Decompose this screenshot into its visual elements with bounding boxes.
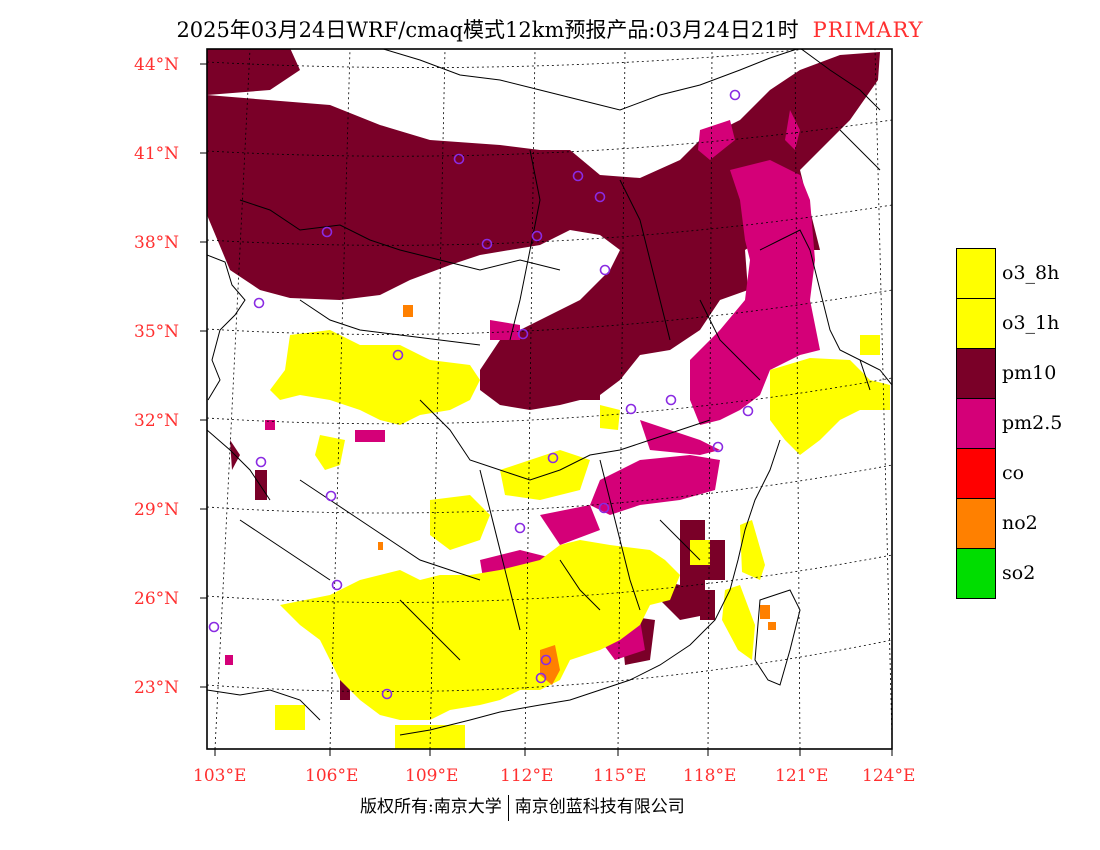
station-marker xyxy=(514,522,526,534)
lat-label: 44°N xyxy=(134,55,180,75)
station-marker xyxy=(392,349,404,361)
station-marker xyxy=(531,230,543,242)
legend-swatch xyxy=(956,498,996,549)
legend-swatch xyxy=(956,348,996,399)
station-marker xyxy=(208,621,220,633)
station-marker xyxy=(572,170,584,182)
station-marker xyxy=(665,394,677,406)
lon-label: 118°E xyxy=(683,766,737,786)
legend-label: pm10 xyxy=(1002,362,1057,384)
lat-label: 23°N xyxy=(134,678,180,698)
station-marker xyxy=(325,490,337,502)
station-marker xyxy=(253,297,265,309)
station-marker xyxy=(540,654,552,666)
graticule xyxy=(207,49,892,749)
map-canvas xyxy=(207,49,892,749)
station-marker xyxy=(598,502,610,514)
station-marker xyxy=(321,226,333,238)
lat-label: 41°N xyxy=(134,144,180,164)
legend-swatch xyxy=(956,298,996,349)
station-marker xyxy=(712,441,724,453)
copyright-footer: 版权所有:南京大学 南京创蓝科技有限公司 xyxy=(360,792,685,821)
lon-label: 109°E xyxy=(405,766,459,786)
station-marker xyxy=(594,191,606,203)
station-marker xyxy=(547,452,559,464)
o3-regions xyxy=(270,330,890,749)
boundaries xyxy=(207,49,892,736)
lon-label: 103°E xyxy=(193,766,247,786)
legend-label: o3_8h xyxy=(1002,262,1060,284)
axis-ticks xyxy=(200,63,893,756)
station-marker xyxy=(742,405,754,417)
legend-label: pm2.5 xyxy=(1002,412,1063,434)
station-marker xyxy=(255,456,267,468)
station-markers xyxy=(208,89,754,700)
legend-swatch xyxy=(956,398,996,449)
lat-label: 35°N xyxy=(134,322,180,342)
station-marker xyxy=(481,238,493,250)
lat-label: 26°N xyxy=(134,589,180,609)
footer-separator xyxy=(507,794,509,821)
lat-label: 29°N xyxy=(134,500,180,520)
lon-label: 124°E xyxy=(862,766,916,786)
map-frame xyxy=(206,48,893,750)
lon-label: 112°E xyxy=(500,766,554,786)
map-title: 2025年03月24日WRF/cmaq模式12km预报产品:03月24日21时 P… xyxy=(0,14,1100,44)
station-marker xyxy=(625,403,637,415)
lon-label: 115°E xyxy=(593,766,647,786)
lon-label: 121°E xyxy=(775,766,829,786)
legend-label: co xyxy=(1002,462,1025,484)
station-marker xyxy=(729,89,741,101)
legend-label: o3_1h xyxy=(1002,312,1060,334)
copyright-owner: 版权所有:南京大学 xyxy=(360,797,502,817)
map-title-text: 2025年03月24日WRF/cmaq模式12km预报产品:03月24日21时 xyxy=(176,18,799,42)
station-marker xyxy=(453,153,465,165)
station-marker xyxy=(517,328,529,340)
legend-swatch xyxy=(956,448,996,499)
primary-tag: PRIMARY xyxy=(812,18,924,42)
copyright-company: 南京创蓝科技有限公司 xyxy=(514,797,685,817)
lon-label: 106°E xyxy=(305,766,359,786)
station-marker xyxy=(381,688,393,700)
station-marker xyxy=(535,672,547,684)
legend-label: no2 xyxy=(1002,512,1038,534)
legend-label: so2 xyxy=(1002,562,1036,584)
station-marker xyxy=(331,579,343,591)
station-marker xyxy=(599,264,611,276)
legend-swatch xyxy=(956,248,996,299)
lat-label: 38°N xyxy=(134,233,180,253)
lat-label: 32°N xyxy=(134,411,180,431)
legend-swatch xyxy=(956,548,996,599)
